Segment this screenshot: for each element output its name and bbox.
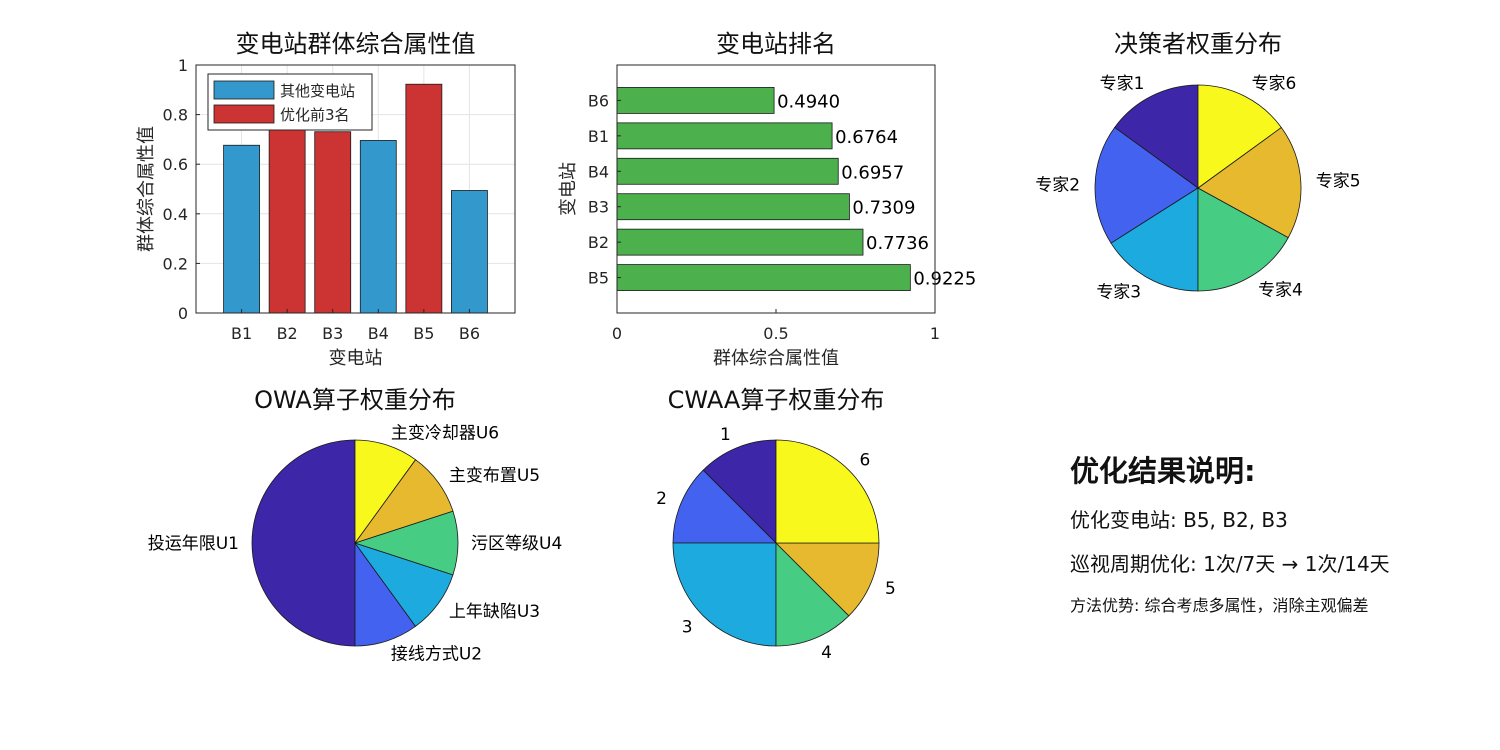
cwaa-pie-label-2: 2 [656, 489, 667, 509]
expert-pie-label-3: 专家3 [1096, 282, 1141, 302]
expert-pie-title: 决策者权重分布 [1114, 30, 1282, 58]
bar-y-tick-label: 0.2 [163, 254, 188, 273]
ranking-bar-b3 [616, 193, 850, 221]
cwaa-pie-label-1: 1 [720, 425, 731, 445]
expert-pie-label-5: 专家5 [1316, 172, 1361, 192]
expert-pie-slice-2 [1094, 126, 1199, 244]
ranking-bar-b1 [616, 122, 833, 150]
owa-pie-label-3: 上年缺陷U3 [449, 602, 540, 622]
bar-x-tick-label: B1 [231, 324, 252, 343]
bar-x-tick-label: B3 [322, 324, 343, 343]
ranking-x-tick-label: 0.5 [763, 324, 788, 343]
optimization-summary: 优化结果说明: 优化变电站: B5, B2, B3 巡视周期优化: 1次/7天 … [1070, 448, 1490, 624]
cwaa-pie-slice-4 [775, 542, 850, 647]
cwaa-pie-slice-1 [702, 439, 777, 544]
summary-optimized-stations: 优化变电站: B5, B2, B3 [1070, 508, 1288, 532]
expert-pie-label-2: 专家2 [1035, 175, 1080, 195]
bar-b3 [314, 131, 352, 314]
ranking-y-tick-label: B5 [588, 269, 609, 288]
bar-axes-box [195, 64, 516, 314]
bar-b5 [405, 83, 443, 314]
bar-b6 [451, 190, 488, 314]
ranking-y-tick-label: B1 [588, 127, 609, 146]
ranking-x-axis-label: 群体综合属性值 [713, 348, 839, 369]
expert-pie-label-4: 专家4 [1258, 281, 1303, 301]
cwaa-pie-label-5: 5 [885, 579, 896, 599]
bar-x-tick-label: B2 [277, 324, 298, 343]
cwaa-pie-slice-2 [672, 469, 777, 544]
ranking-bar-b6 [616, 87, 775, 114]
bar-y-tick-label: 0 [178, 304, 188, 323]
bar-chart-title: 变电站群体综合属性值 [236, 30, 476, 58]
bar-y-axis-label: 群体综合属性值 [136, 126, 157, 252]
owa-pie-label-6: 主变冷却器U6 [391, 424, 499, 444]
bar-y-tick-label: 1 [178, 56, 188, 75]
expert-pie-slice-3 [1110, 187, 1199, 292]
ranking-x-tick-label: 0 [612, 324, 622, 343]
legend-swatch-other [213, 80, 275, 100]
summary-patrol-cycle: 巡视周期优化: 1次/7天 → 1次/14天 [1070, 552, 1390, 576]
ranking-value-label: 0.4940 [777, 91, 840, 112]
bar-y-tick-label: 0.8 [163, 106, 188, 125]
ranking-bar-b2 [616, 228, 864, 256]
bar-x-tick-label: B6 [459, 324, 480, 343]
ranking-value-label: 0.9225 [913, 269, 976, 290]
expert-pie-label-1: 专家1 [1100, 74, 1145, 94]
expert-pie-slice-5 [1197, 126, 1302, 239]
cwaa-pie-label-4: 4 [821, 643, 832, 663]
bar-b1 [223, 144, 260, 314]
ranking-value-label: 0.6764 [835, 127, 898, 148]
ranking-value-label: 0.7736 [866, 233, 929, 254]
owa-pie-label-1: 投运年限U1 [148, 534, 239, 554]
owa-pie-slice-1 [251, 439, 356, 647]
owa-pie-label-2: 接线方式U2 [391, 644, 482, 664]
summary-title: 优化结果说明: [1070, 454, 1256, 488]
bar-y-tick-label: 0.4 [163, 205, 188, 224]
cwaa-pie-slice-5 [775, 542, 880, 617]
ranking-chart-title: 变电站排名 [716, 30, 836, 58]
bar-x-axis-label: 变电站 [329, 348, 383, 369]
cwaa-pie-title: CWAA算子权重分布 [668, 386, 885, 414]
expert-pie-slice-6 [1197, 84, 1282, 189]
legend-label-top3: 优化前3名 [280, 106, 350, 124]
ranking-x-tick-label: 1 [930, 324, 940, 343]
summary-method-advantage: 方法优势: 综合考虑多属性，消除主观偏差 [1070, 596, 1369, 615]
bar-b4 [359, 140, 397, 314]
legend-swatch-top3 [213, 104, 275, 124]
bar-x-tick-label: B5 [413, 324, 434, 343]
ranking-y-tick-label: B3 [588, 198, 609, 217]
ranking-y-tick-label: B6 [588, 91, 609, 110]
legend-label-other: 其他变电站 [280, 82, 355, 100]
owa-pie-slice-6 [354, 439, 417, 545]
cwaa-pie-slice-3 [672, 542, 777, 647]
ranking-value-label: 0.7309 [852, 198, 915, 219]
ranking-bar-b4 [616, 157, 839, 185]
ranking-y-tick-label: B2 [588, 233, 609, 252]
cwaa-pie-label-6: 6 [859, 451, 870, 471]
owa-pie-label-5: 主变布置U5 [449, 466, 540, 486]
expert-pie-slice-4 [1197, 187, 1289, 292]
ranking-y-axis-label: 变电站 [558, 162, 579, 216]
cwaa-pie-label-3: 3 [682, 617, 693, 637]
ranking-bar-b5 [616, 264, 911, 291]
bar-y-tick-label: 0.6 [163, 155, 188, 174]
cwaa-pie-slice-6 [775, 439, 880, 544]
bar-x-tick-label: B4 [368, 324, 389, 343]
ranking-y-tick-label: B4 [588, 162, 609, 181]
owa-pie-label-4: 污区等级U4 [471, 534, 562, 554]
ranking-value-label: 0.6957 [841, 162, 904, 183]
expert-pie-slice-1 [1114, 84, 1199, 189]
bar-b2 [268, 120, 306, 314]
expert-pie-label-6: 专家6 [1252, 74, 1297, 94]
owa-pie-title: OWA算子权重分布 [254, 386, 456, 414]
